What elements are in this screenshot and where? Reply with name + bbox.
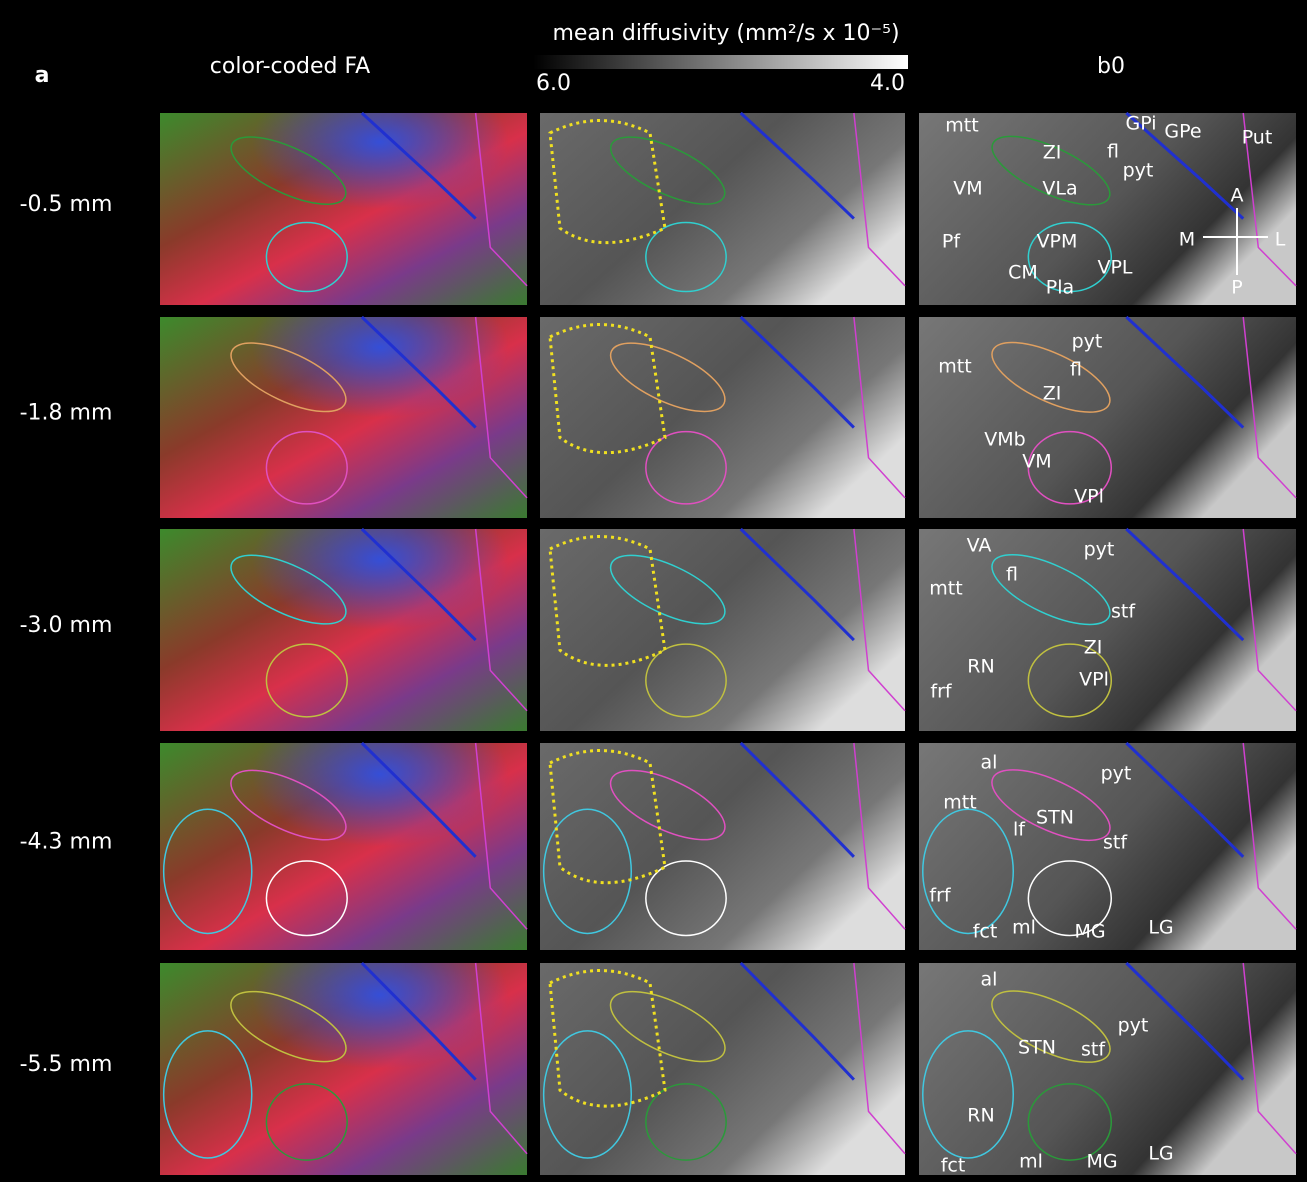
annotation: STN [1018, 1037, 1056, 1059]
annotation: VLa [1042, 178, 1077, 200]
annotation: fl [1070, 359, 1082, 381]
annotation: fl [1107, 141, 1119, 163]
annotation: fct [973, 921, 998, 943]
annotation: GPe [1164, 121, 1201, 143]
annotation: fl [1006, 564, 1018, 586]
annotation: MG [1086, 1151, 1117, 1173]
annotation: stf [1081, 1039, 1106, 1061]
annotation: VM [953, 178, 982, 200]
annotation: VPL [1097, 257, 1132, 279]
annotation: al [981, 969, 998, 991]
annotation: pyt [1072, 331, 1103, 353]
annotation: ZI [1043, 383, 1062, 405]
annotation: CM [1008, 262, 1038, 284]
annotation: al [981, 752, 998, 774]
column-title: mean diffusivity (mm²/s x 10⁻⁵) [552, 21, 899, 46]
annotation: frf [929, 885, 952, 907]
annotation: fct [941, 1155, 966, 1177]
mri-slice [540, 743, 905, 950]
mri-slice [540, 113, 905, 305]
annotation: VPl [1074, 486, 1104, 508]
mri-overlay [160, 113, 527, 305]
annotation: ml [1019, 1151, 1043, 1173]
annotation: ml [1012, 917, 1036, 939]
mri-overlay [160, 963, 527, 1175]
annotation: Put [1242, 127, 1273, 149]
mri-slice [540, 963, 905, 1175]
row-label: -1.8 mm [20, 401, 113, 426]
annotation: Pf [942, 231, 961, 253]
annotation: pyt [1084, 539, 1115, 561]
page: {"panel_label": "a", "columns": ["color-… [0, 0, 1307, 1182]
annotation: mtt [929, 578, 962, 600]
annotation: RN [967, 1105, 994, 1127]
column-title: b0 [1097, 54, 1125, 79]
annotation: pyt [1101, 763, 1132, 785]
annotation: lf [1013, 819, 1026, 841]
row-label: -5.5 mm [20, 1052, 113, 1077]
annotation: VM [1022, 451, 1051, 473]
column-title: color-coded FA [210, 54, 370, 79]
mri-overlay [160, 317, 527, 518]
annotation: pyt [1118, 1015, 1149, 1037]
annotation: stf [1111, 601, 1136, 623]
annotation: A [1231, 185, 1244, 207]
annotation: mtt [943, 792, 976, 814]
row-label: -4.3 mm [20, 830, 113, 855]
annotation: ZI [1084, 637, 1103, 659]
annotation: P [1231, 277, 1242, 299]
annotation: RN [967, 656, 994, 678]
mri-overlay [160, 743, 527, 950]
annotation: LG [1148, 917, 1173, 939]
annotation: M [1179, 229, 1195, 251]
annotation: MG [1074, 921, 1105, 943]
row-label: -3.0 mm [20, 613, 113, 638]
annotation: GPi [1125, 113, 1156, 135]
annotation: VMb [984, 429, 1025, 451]
annotation: stf [1103, 832, 1128, 854]
annotation: ZI [1043, 142, 1062, 164]
mri-slice [919, 963, 1296, 1175]
mri-slice [919, 317, 1296, 518]
figure: a color-coded FA mean diffusivity (mm²/s… [0, 0, 1307, 1182]
colorbar-tick: 4.0 [870, 71, 905, 96]
colorbar [533, 55, 908, 69]
annotation: VPl [1079, 669, 1109, 691]
mri-slice [540, 317, 905, 518]
annotation: VPM [1037, 231, 1078, 253]
annotation: L [1275, 229, 1286, 251]
panel-label: a [35, 63, 50, 88]
annotation: pyt [1123, 160, 1154, 182]
mri-slice [540, 529, 905, 731]
row-label: -0.5 mm [20, 192, 113, 217]
mri-overlay [160, 529, 527, 731]
annotation: mtt [938, 356, 971, 378]
annotation: STN [1036, 807, 1074, 829]
annotation: frf [930, 681, 953, 703]
annotation: LG [1148, 1143, 1173, 1165]
annotation: mtt [945, 115, 978, 137]
colorbar-tick: 6.0 [536, 71, 571, 96]
annotation: VA [967, 535, 992, 557]
annotation: Pla [1046, 277, 1074, 299]
